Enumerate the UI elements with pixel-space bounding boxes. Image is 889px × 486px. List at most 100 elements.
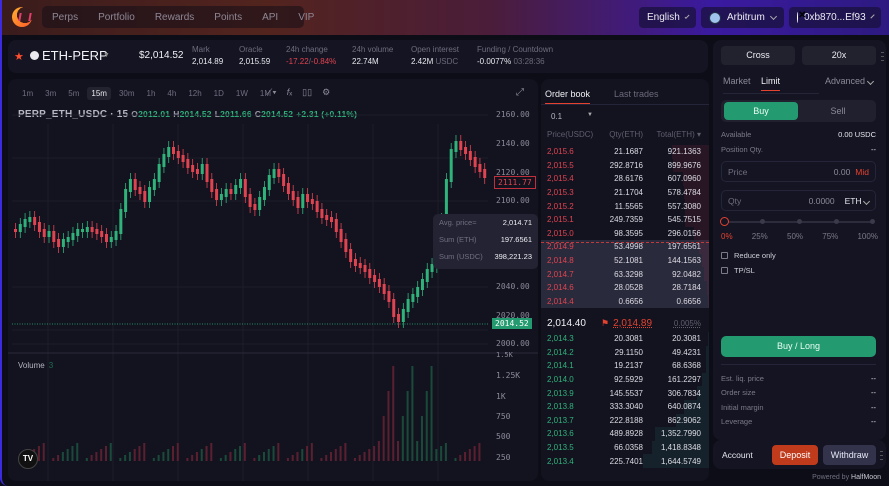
candlestick-chart[interactable] [8,79,538,481]
ask-row[interactable]: 2,014.6 28.0528 28.7184 [541,281,709,295]
ask-row[interactable]: 2,015.3 21.1704 578.4784 [541,185,709,200]
tab-market[interactable]: Market [723,76,751,86]
ask-row[interactable]: 2,015.5 292.8716 899.9676 [541,158,709,173]
network-label: Arbitrum [727,12,765,23]
timeframe-1m[interactable]: 1m [22,89,34,98]
timeframe-30m[interactable]: 30m [118,89,135,98]
volume-tick: 500 [496,432,511,441]
halfmoon-logo-icon[interactable] [12,7,32,27]
pct-25[interactable]: 25% [751,232,768,241]
pct-75[interactable]: 75% [822,232,839,241]
drag-handle-icon[interactable] [881,52,884,61]
row-qty: 249.7359 [609,215,643,225]
row-price: 2,015.4 [547,174,574,184]
ask-row[interactable]: 2,015.6 21.1687 921.1363 [541,145,709,159]
tab-last-trades[interactable]: Last trades [614,89,659,99]
timeframe-5m[interactable]: 5m [68,89,80,98]
market-symbol[interactable]: ETH-PERP [42,48,108,63]
stat-value: 2,015.59 [239,57,271,66]
col-total[interactable]: Total(ETH) ▾ [656,130,701,139]
indicators-icon[interactable]: fₓ [286,87,293,97]
line-type-icon[interactable]: ⟋▾ [266,87,277,97]
advanced-label: Advanced [825,76,866,86]
nav-tab-rewards[interactable]: Rewards [154,11,195,23]
timeframe-1h[interactable]: 1h [146,89,156,98]
slider-knob[interactable] [720,217,729,226]
bid-row[interactable]: 2,014.0 92.5929 161.2297 [541,372,709,387]
market-header [8,40,708,73]
wallet-button[interactable]: 0xb870...Ef93 [789,7,881,28]
network-selector[interactable]: Arbitrum [701,7,784,28]
row-qty: 145.5537 [609,388,643,398]
row-qty: 98.3595 [614,228,643,238]
bid-row[interactable]: 2,013.5 66.0358 1,418.8348 [541,440,709,455]
timeframe-3m[interactable]: 3m [45,89,57,98]
sell-tab[interactable]: Sell [830,106,846,116]
nav-tab-vip[interactable]: VIP [298,11,315,23]
reduce-only-label: Reduce only [734,251,776,260]
qty-slider[interactable] [720,217,875,226]
fullscreen-icon[interactable]: ⤢ [516,87,524,98]
bid-row[interactable]: 2,013.7 222.8188 862.9062 [541,413,709,428]
favorite-star-icon[interactable]: ★ [14,51,24,63]
price-input[interactable]: Price 0.00 Mid [721,161,876,182]
account-bar: Account Deposit Withdraw [713,440,886,469]
ask-row[interactable]: 2,015.4 28.6176 607.0960 [541,172,709,186]
withdraw-button[interactable]: Withdraw [823,445,876,465]
nav-tab-portfolio[interactable]: Portfolio [98,11,135,23]
tpsl-checkbox[interactable]: TP/SL [721,266,755,275]
ask-row[interactable]: 2,014.8 52.1081 144.1563 [541,253,709,268]
summary-value: -- [871,417,876,426]
candle-style-icon[interactable]: ▯▯ [302,87,313,97]
tab-limit[interactable]: Limit [761,76,781,91]
bid-row[interactable]: 2,013.6 489.8928 1,352.7990 [541,427,709,441]
pct-50[interactable]: 50% [787,232,804,241]
qty-input[interactable]: Qty 0.0000 ETH [721,190,876,211]
bid-row[interactable]: 2,014.2 29.1150 49.4231 [541,345,709,360]
row-price: 2,013.6 [547,429,574,439]
stat-label: Oracle [239,45,263,54]
pct-100[interactable]: 100% [857,232,878,241]
bid-row[interactable]: 2,013.8 333.3040 640.0874 [541,400,709,414]
language-selector[interactable]: English [639,7,696,28]
tab-order-book[interactable]: Order book [545,89,591,104]
buy-long-button[interactable]: Buy / Long [721,336,876,357]
timeframe-1d[interactable]: 1D [213,89,224,98]
ask-row[interactable]: 2,015.2 11.5565 557.3080 [541,199,709,213]
ask-row[interactable]: 2,015.0 98.3595 296.0156 [541,226,709,241]
buy-tab[interactable]: Buy [724,102,798,120]
timeframe-1w[interactable]: 1W [235,89,248,98]
available-label: Available [721,130,752,139]
bid-row[interactable]: 2,014.1 19.2137 68.6368 [541,359,709,373]
nav-tab-perps[interactable]: Perps [52,11,79,23]
advanced-dropdown[interactable]: Advanced [825,76,874,86]
bid-row[interactable]: 2,014.3 20.3081 20.3081 [541,332,709,346]
reduce-only-checkbox[interactable]: Reduce only [721,251,776,260]
ask-row[interactable]: 2,014.7 63.3298 92.0482 [541,267,709,281]
margin-mode-button[interactable]: Cross [721,46,795,65]
percent-labels: 0% 25% 50% 75% 100% [721,232,878,241]
leverage-button[interactable]: 20x [802,46,876,65]
nav-tab-api[interactable]: API [262,11,279,23]
timeframe-4h[interactable]: 4h [167,89,177,98]
timeframe-15m[interactable]: 15m [87,87,111,100]
bid-row[interactable]: 2,013.4 225.7401 1,644.5749 [541,454,709,468]
ask-row[interactable]: 2,015.1 249.7359 545.7515 [541,213,709,227]
timeframe-12h[interactable]: 12h [188,89,202,98]
deposit-button[interactable]: Deposit [772,445,818,465]
ask-row[interactable]: 2,014.9 53.4998 197.6561 [541,240,709,254]
qty-unit-select[interactable]: ETH [845,196,871,206]
settings-gear-icon[interactable]: ⚙ [322,87,331,97]
tradingview-logo-icon[interactable]: TV [18,449,38,469]
market-dropdown-icon[interactable]: ▼ [103,52,110,59]
ask-row[interactable]: 2,014.4 0.6656 0.6656 [541,294,709,309]
nav-tab-points[interactable]: Points [214,11,243,23]
pct-0[interactable]: 0% [721,232,733,241]
timeframe-1mo[interactable]: 1M [259,89,272,98]
drag-handle-icon[interactable] [880,451,883,460]
chart-panel[interactable]: 1m 3m 5m 15m 30m 1h 4h 12h 1D 1W 1M ⟋▾ f… [8,79,538,481]
bid-row[interactable]: 2,013.9 145.5537 306.7834 [541,386,709,400]
grouping-select[interactable]: 0.1 ▼ [551,112,595,121]
chevron-down-icon [769,12,777,20]
mid-price-button[interactable]: Mid [855,166,869,177]
